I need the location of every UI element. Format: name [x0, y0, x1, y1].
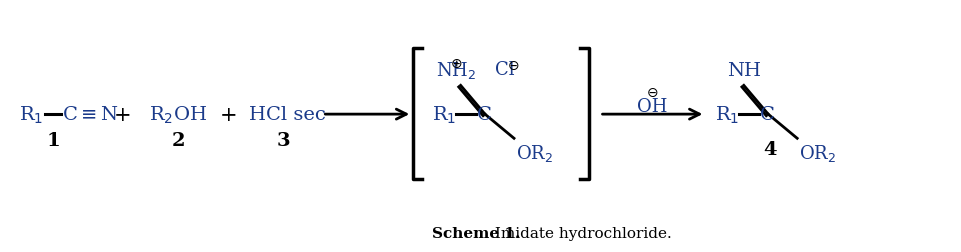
Text: Imidate hydrochloride.: Imidate hydrochloride. [490, 226, 672, 240]
Text: ⊖: ⊖ [507, 58, 519, 72]
Text: C: C [477, 106, 492, 124]
Text: ⊖: ⊖ [647, 86, 658, 100]
Text: +: + [220, 105, 237, 124]
Text: HCl sec: HCl sec [249, 106, 326, 124]
Text: NH$_2$: NH$_2$ [436, 60, 477, 81]
Text: OH: OH [637, 98, 668, 116]
Text: +: + [114, 105, 132, 124]
Text: R$_1$: R$_1$ [715, 104, 740, 125]
Text: ⊕: ⊕ [451, 56, 462, 70]
Text: 4: 4 [763, 140, 776, 158]
Text: Scheme 1.: Scheme 1. [432, 226, 521, 240]
Text: R$_1$: R$_1$ [432, 104, 456, 125]
Text: Cl: Cl [495, 61, 514, 79]
Text: OR$_2$: OR$_2$ [800, 143, 836, 164]
Text: OR$_2$: OR$_2$ [516, 143, 554, 164]
Text: C: C [760, 106, 776, 124]
Text: 1: 1 [46, 131, 61, 149]
Text: NH: NH [727, 62, 761, 80]
Text: 2: 2 [172, 131, 185, 149]
Text: R$_1$: R$_1$ [19, 104, 43, 125]
Text: R$_2$OH: R$_2$OH [149, 104, 207, 125]
Text: C$\equiv$N: C$\equiv$N [62, 106, 119, 124]
Text: 3: 3 [277, 131, 290, 149]
